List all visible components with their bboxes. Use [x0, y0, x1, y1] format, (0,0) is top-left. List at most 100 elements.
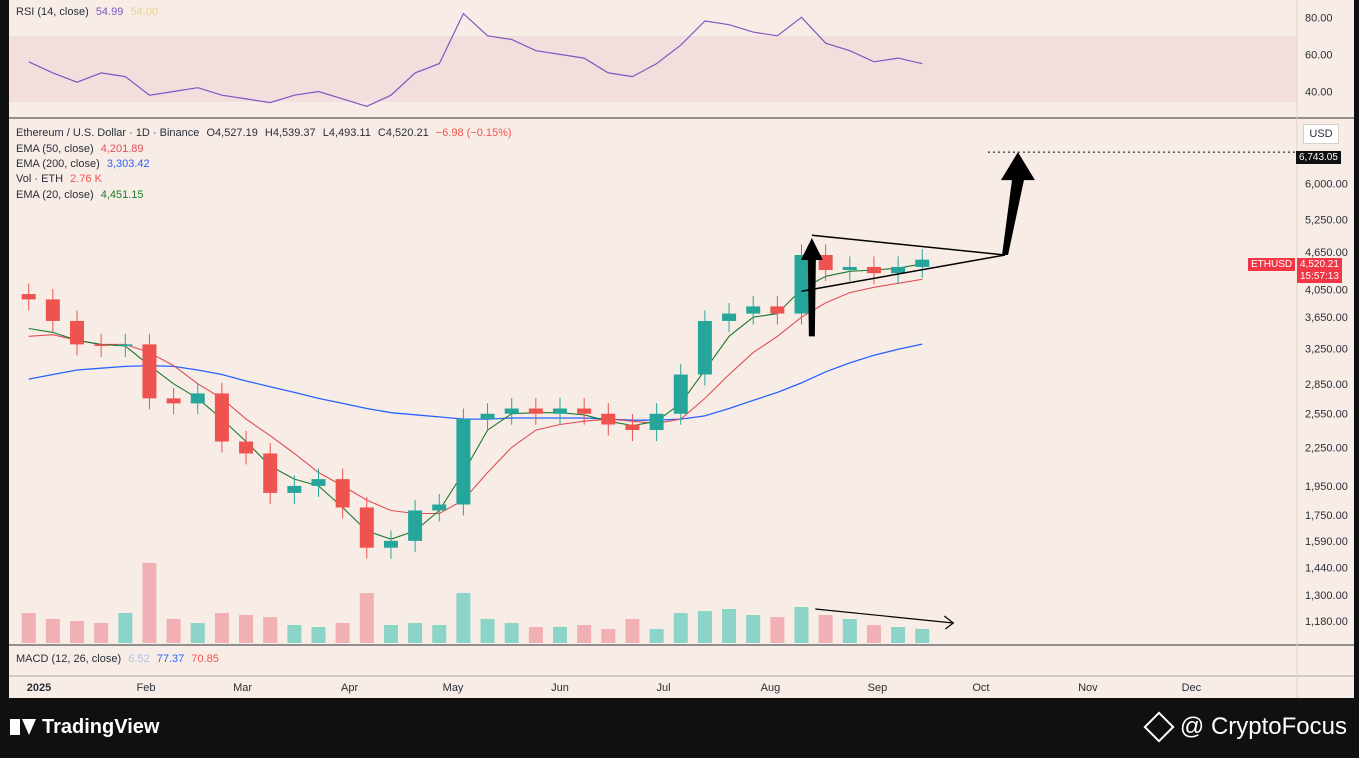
volume-bar [818, 615, 833, 643]
price-tick-label: 1,300.00 [1305, 590, 1348, 602]
price-tick-label: 1,590.00 [1305, 536, 1348, 548]
flagpole-arrow [800, 237, 823, 337]
time-tick-label: Sep [868, 682, 888, 694]
volume-bar [601, 629, 616, 643]
ema20-legend[interactable]: EMA (20, close) 4,451.15 [16, 189, 148, 201]
chart-background [9, 0, 1354, 698]
time-tick-label: Mar [233, 682, 252, 694]
candle-body [190, 393, 205, 404]
volume-bar [287, 625, 302, 643]
candle-body [842, 266, 857, 271]
macd-v2: 77.37 [156, 653, 185, 665]
target-price-tag: 6,743.05 [1296, 151, 1341, 164]
ema200-label: EMA (200, close) [16, 158, 100, 170]
volume-bar [673, 613, 688, 643]
tradingview-brand[interactable]: TradingView [10, 714, 159, 740]
macd-legend: MACD (12, 26, close) 6.52 77.37 70.85 [16, 653, 223, 665]
price-tick-label: 6,000.00 [1305, 178, 1348, 190]
vol-legend[interactable]: Vol · ETH 2.76 K [16, 173, 106, 185]
candle-body [166, 398, 181, 404]
ohlc-open: O4,527.19 [206, 127, 258, 139]
candle-body [311, 479, 326, 486]
candle-body [142, 344, 157, 399]
rsi-tick-label: 80.00 [1305, 12, 1333, 24]
time-tick-label: May [443, 682, 464, 694]
pennant-top-line [811, 234, 1006, 256]
price-tick-label: 1,750.00 [1305, 510, 1348, 522]
rsi-line [28, 12, 923, 107]
time-tick-label: Jun [551, 682, 569, 694]
currency-button[interactable]: USD [1303, 124, 1339, 144]
breakout-arrow [1000, 152, 1035, 255]
price-tick-label: 5,250.00 [1305, 214, 1348, 226]
volume-bar [553, 627, 567, 643]
ema20-line [28, 263, 923, 540]
volume-bar [528, 627, 543, 643]
price-tick-label: 2,250.00 [1305, 442, 1348, 454]
candle-body [432, 504, 447, 511]
price-tick-label: 1,950.00 [1305, 481, 1348, 493]
vol-value: 2.76 K [70, 173, 102, 185]
volume-bar [456, 593, 471, 643]
candle-body [528, 408, 543, 414]
volume-bar [842, 619, 857, 643]
candle-body [625, 424, 640, 431]
volume-bar [722, 609, 737, 643]
cryptofocus-handle: @ CryptoFocus [1143, 711, 1347, 743]
candle-body [335, 479, 350, 508]
rsi-value: 54.99 [95, 6, 124, 18]
candle-body [794, 254, 809, 314]
vol-label: Vol · ETH [16, 173, 64, 185]
time-tick-label: Feb [137, 682, 156, 694]
candle-body [118, 344, 133, 346]
volume-bar [577, 625, 592, 643]
symbol-line[interactable]: Ethereum / U.S. Dollar · 1D · Binance [16, 127, 200, 139]
volume-bar [794, 607, 809, 643]
candle-body [408, 510, 423, 541]
ema20-value: 4,451.15 [100, 189, 144, 201]
rsi-ma-value: 54.00 [130, 6, 158, 18]
ema200-value: 3,303.42 [106, 158, 150, 170]
volume-bar [239, 615, 254, 643]
ema50-value: 4,201.89 [100, 143, 144, 155]
volume-trend-arrowhead [943, 615, 955, 630]
volume-bar [142, 563, 157, 643]
ema200-legend[interactable]: EMA (200, close) 3,303.42 [16, 158, 154, 170]
candle-body [891, 266, 906, 274]
candle-body [673, 374, 688, 414]
candle-body [94, 344, 109, 346]
rsi-label: RSI (14, close) [16, 6, 89, 18]
ema200-line [28, 343, 923, 421]
time-tick-label: 2025 [27, 682, 51, 694]
volume-bar [770, 617, 785, 643]
ema50-legend[interactable]: EMA (50, close) 4,201.89 [16, 143, 148, 155]
candle-body [263, 453, 278, 493]
pennant-bottom-line [801, 254, 1006, 292]
volume-bar [190, 623, 205, 643]
candle-body [21, 294, 36, 300]
volume-bar [408, 623, 423, 643]
ticker-countdown-tag: 15:57:13 [1297, 270, 1342, 283]
ohlc-low: L4,493.11 [322, 127, 371, 139]
ema20-label: EMA (20, close) [16, 189, 94, 201]
volume-bar [94, 623, 109, 643]
price-tick-label: 3,250.00 [1305, 343, 1348, 355]
candle-body [287, 485, 302, 493]
candle-body [697, 320, 712, 375]
candle-body [70, 320, 84, 345]
candle-body [577, 408, 592, 414]
candle-body [480, 413, 495, 420]
volume-bar [891, 627, 906, 643]
volume-bar [45, 619, 60, 643]
candle-body [383, 540, 398, 548]
rsi-tick-label: 60.00 [1305, 49, 1333, 61]
price-tick-label: 4,050.00 [1305, 284, 1348, 296]
volume-bar [335, 623, 350, 643]
volume-bar [21, 613, 36, 643]
candle-body [359, 507, 374, 548]
time-tick-label: Aug [761, 682, 781, 694]
ohlc-change: −6.98 (−0.15%) [435, 127, 512, 139]
macd-label: MACD (12, 26, close) [16, 653, 122, 665]
price-tick-label: 2,850.00 [1305, 379, 1348, 391]
